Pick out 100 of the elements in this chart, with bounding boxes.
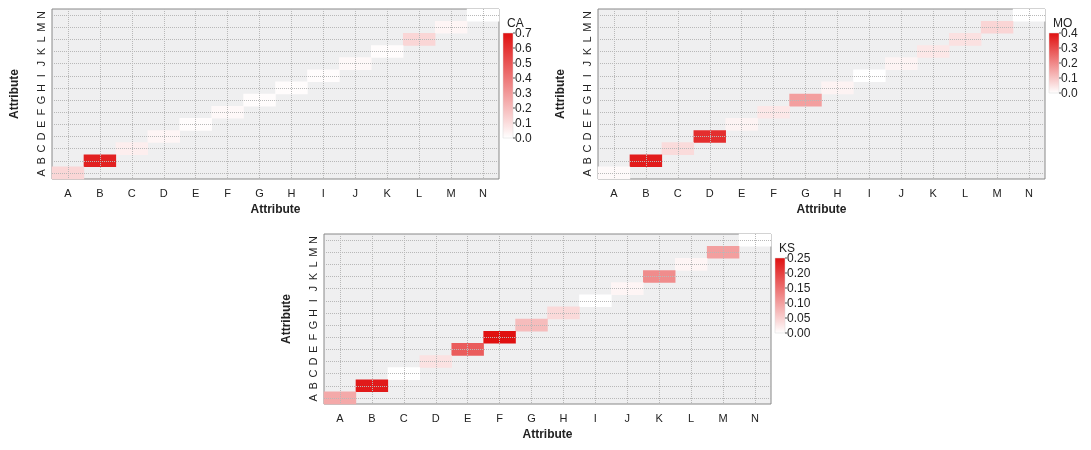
y-tick-label: B (34, 157, 47, 165)
y-tick-label: L (580, 36, 593, 43)
y-tick-label: D (34, 132, 47, 141)
y-axis-title: Attribute (7, 68, 21, 119)
x-tick-label: C (399, 411, 408, 424)
x-tick-label: H (559, 411, 568, 424)
y-axis-title: Attribute (553, 68, 567, 119)
color-bar-label: 0.0 (1061, 86, 1079, 100)
y-tick-label: L (34, 36, 47, 43)
color-bar-label: 0.4 (515, 71, 533, 85)
color-bar-label: 0.6 (515, 41, 533, 55)
y-tick-label: C (580, 144, 593, 153)
x-tick-label: I (867, 186, 871, 199)
x-tick-label: L (416, 186, 423, 199)
x-tick-label: D (159, 186, 168, 199)
x-tick-label: D (705, 186, 714, 199)
x-axis-title: Attribute (250, 201, 301, 216)
y-tick-label: G (34, 95, 47, 105)
y-tick-label: A (34, 168, 47, 177)
color-bar-label: 0.00 (787, 326, 811, 340)
y-tick-label: H (306, 308, 319, 317)
y-tick-label: K (580, 47, 593, 56)
y-tick-label: E (306, 345, 319, 354)
y-tick-label: G (306, 320, 319, 330)
color-bar-label: 0.20 (787, 266, 811, 280)
x-tick-label: J (352, 186, 359, 199)
y-tick-label: B (580, 157, 593, 165)
color-bar-label: 0.2 (515, 101, 533, 115)
x-tick-label: A (336, 411, 345, 424)
x-tick-label: E (464, 411, 472, 424)
y-tick-label: J (580, 60, 593, 67)
x-tick-label: K (655, 411, 664, 424)
x-tick-label: K (929, 186, 938, 199)
y-tick-label: J (34, 60, 47, 67)
x-tick-label: N (1025, 186, 1034, 199)
y-tick-label: N (580, 11, 593, 20)
x-tick-label: C (673, 186, 682, 199)
x-tick-label: N (479, 186, 488, 199)
x-tick-label: K (383, 186, 392, 199)
y-tick-label: F (34, 108, 47, 116)
color-bar-label: 0.15 (787, 281, 811, 295)
y-tick-label: D (306, 357, 319, 366)
x-axis-title: Attribute (796, 201, 847, 216)
y-tick-label: G (580, 95, 593, 105)
x-tick-label: L (688, 411, 695, 424)
y-tick-label: E (580, 120, 593, 129)
y-tick-label: D (580, 132, 593, 141)
y-tick-label: E (34, 120, 47, 129)
x-tick-label: H (287, 186, 296, 199)
x-tick-label: E (192, 186, 200, 199)
x-tick-label: M (718, 411, 728, 424)
y-tick-label: M (306, 247, 319, 257)
x-axis-title: Attribute (522, 426, 573, 441)
color-bar-label: 0.1 (1061, 71, 1079, 85)
y-tick-label: K (34, 47, 47, 56)
y-tick-label: N (34, 11, 47, 20)
y-tick-label: L (306, 261, 319, 268)
color-bar-label: 0.0 (515, 131, 533, 145)
x-tick-label: B (642, 186, 650, 199)
y-tick-label: M (34, 22, 47, 32)
y-tick-label: H (34, 83, 47, 92)
y-tick-label: I (306, 299, 319, 303)
x-tick-label: J (898, 186, 905, 199)
y-tick-label: A (306, 393, 319, 402)
x-tick-label: N (751, 411, 760, 424)
y-tick-label: K (306, 272, 319, 281)
x-tick-label: L (962, 186, 969, 199)
color-bar-label: 0.2 (1061, 56, 1079, 70)
x-tick-label: F (770, 186, 778, 199)
y-tick-label: A (580, 168, 593, 177)
color-bar-label: 0.05 (787, 311, 811, 325)
x-tick-label: H (833, 186, 842, 199)
color-bar-label: 0.10 (787, 296, 811, 310)
x-tick-label: J (624, 411, 631, 424)
color-bar-label: 0.3 (1061, 41, 1079, 55)
x-tick-label: G (527, 411, 536, 424)
y-tick-label: I (580, 74, 593, 78)
y-tick-label: C (306, 369, 319, 378)
y-tick-label: C (34, 144, 47, 153)
y-tick-label: I (34, 74, 47, 78)
y-tick-label: N (306, 236, 319, 245)
y-tick-label: F (580, 108, 593, 116)
y-tick-label: H (580, 83, 593, 92)
y-axis-title: Attribute (279, 293, 293, 344)
x-tick-label: F (224, 186, 232, 199)
x-tick-label: G (801, 186, 810, 199)
color-bar-label: 0.1 (515, 116, 533, 130)
x-tick-label: B (368, 411, 376, 424)
x-tick-label: A (610, 186, 619, 199)
x-tick-label: C (127, 186, 136, 199)
x-tick-label: A (64, 186, 73, 199)
x-tick-label: M (446, 186, 456, 199)
x-tick-label: M (992, 186, 1002, 199)
y-tick-label: B (306, 382, 319, 390)
x-tick-label: B (96, 186, 104, 199)
x-tick-label: D (431, 411, 440, 424)
x-tick-label: E (738, 186, 746, 199)
y-tick-label: F (306, 333, 319, 341)
x-tick-label: F (496, 411, 504, 424)
y-tick-label: M (580, 22, 593, 32)
